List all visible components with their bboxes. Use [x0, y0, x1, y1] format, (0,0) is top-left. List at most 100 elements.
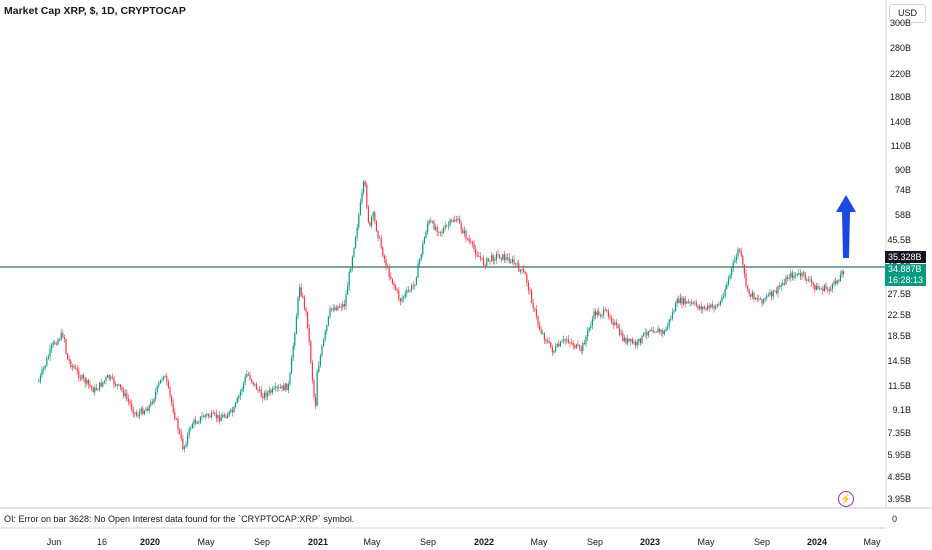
candle-body: [420, 254, 422, 260]
price-tick-label: 300B: [889, 18, 911, 28]
candle-body: [665, 328, 667, 332]
candle-body: [89, 384, 91, 386]
candle-body: [172, 403, 174, 413]
candle-body: [247, 373, 249, 375]
candle-body: [543, 333, 545, 340]
candle-body: [654, 331, 656, 333]
candle-body: [67, 353, 69, 360]
candle-body: [438, 231, 440, 233]
candle-body: [643, 333, 645, 336]
candle-body: [183, 446, 185, 449]
candle-body: [451, 220, 453, 221]
candle-body: [697, 305, 699, 309]
candle-body: [484, 265, 486, 266]
candle-body: [417, 263, 419, 278]
candle-body: [43, 368, 45, 371]
time-tick-label: Sep: [753, 537, 771, 547]
candle-body: [126, 393, 128, 399]
candle-body: [94, 387, 96, 393]
candle-body: [695, 302, 697, 306]
candle-body: [507, 257, 509, 259]
candle-body: [102, 382, 104, 387]
candle-body: [491, 255, 493, 261]
candle-body: [443, 228, 445, 233]
candle-body: [516, 263, 518, 265]
candle-body: [841, 271, 843, 275]
candle-body: [51, 345, 53, 349]
candle-body: [759, 298, 761, 300]
candle-body: [574, 345, 576, 348]
candle-body: [804, 272, 806, 280]
candle-body: [683, 298, 685, 305]
price-tick-label: 14.5B: [887, 356, 911, 366]
candle-body: [281, 385, 283, 388]
candle-body: [228, 411, 230, 416]
candle-body: [699, 306, 701, 309]
candle-body: [724, 288, 726, 297]
candle-body: [111, 376, 113, 378]
candle-body: [785, 277, 787, 285]
time-tick-label: Sep: [253, 537, 271, 547]
price-tick-label: 90B: [894, 165, 911, 175]
candle-body: [830, 288, 832, 291]
candle-body: [647, 331, 649, 336]
candle-body: [503, 254, 505, 260]
candle-body: [339, 306, 341, 308]
candle-body: [729, 274, 731, 279]
candle-body: [86, 379, 88, 384]
time-tick-label: May: [197, 537, 215, 547]
candle-body: [539, 324, 541, 330]
price-tick-label: 4.85B: [887, 472, 911, 482]
candle-body: [825, 285, 827, 289]
candle-body: [465, 230, 467, 239]
price-tick-label: 7.35B: [887, 428, 911, 438]
candle-body: [78, 371, 80, 379]
candle-body: [185, 444, 187, 447]
candle-body: [423, 237, 425, 244]
candle-body: [73, 366, 75, 368]
candle-body: [793, 275, 795, 278]
time-tick-label: Jun: [46, 537, 62, 547]
candle-body: [238, 395, 240, 399]
candle-body: [481, 258, 483, 259]
candle-body: [787, 277, 789, 279]
candle-body: [801, 272, 803, 277]
candle-body: [292, 345, 294, 358]
candle-body: [769, 292, 771, 295]
up-arrow-annotation[interactable]: [836, 195, 856, 258]
price-tick-label: 11.5B: [888, 381, 911, 391]
candle-body: [103, 380, 105, 383]
candle-body: [92, 387, 94, 393]
candle-body: [455, 219, 457, 221]
candle-body: [279, 387, 281, 389]
lightning-icon[interactable]: ⚡: [838, 491, 854, 507]
candle-body: [345, 294, 347, 307]
candle-body: [334, 307, 336, 311]
price-tick-label: 5.95B: [887, 450, 911, 460]
candle-body: [143, 410, 145, 415]
last-price-value: 34.887B: [888, 264, 922, 274]
candle-body: [46, 358, 48, 366]
candle-body: [436, 227, 438, 232]
candle-body: [651, 330, 653, 331]
candle-body: [441, 231, 443, 233]
candle-body: [449, 220, 451, 226]
candle-body: [675, 303, 677, 312]
candle-body: [575, 344, 577, 348]
currency-button[interactable]: USD: [889, 4, 926, 23]
up-arrow-shape[interactable]: [836, 195, 856, 258]
candle-body: [515, 263, 517, 265]
candle-body: [655, 331, 657, 333]
candle-body: [803, 272, 805, 274]
candle-body: [593, 311, 595, 320]
time-tick-label: 2023: [639, 537, 661, 547]
candle-body: [639, 338, 641, 344]
time-tick-label: 2021: [307, 537, 329, 547]
candle-body: [742, 255, 744, 265]
candle-body: [343, 303, 345, 307]
candle-body: [134, 412, 136, 414]
candle-body: [227, 415, 229, 418]
candle-body: [406, 290, 408, 294]
price-tick-label: 58B: [894, 210, 911, 220]
